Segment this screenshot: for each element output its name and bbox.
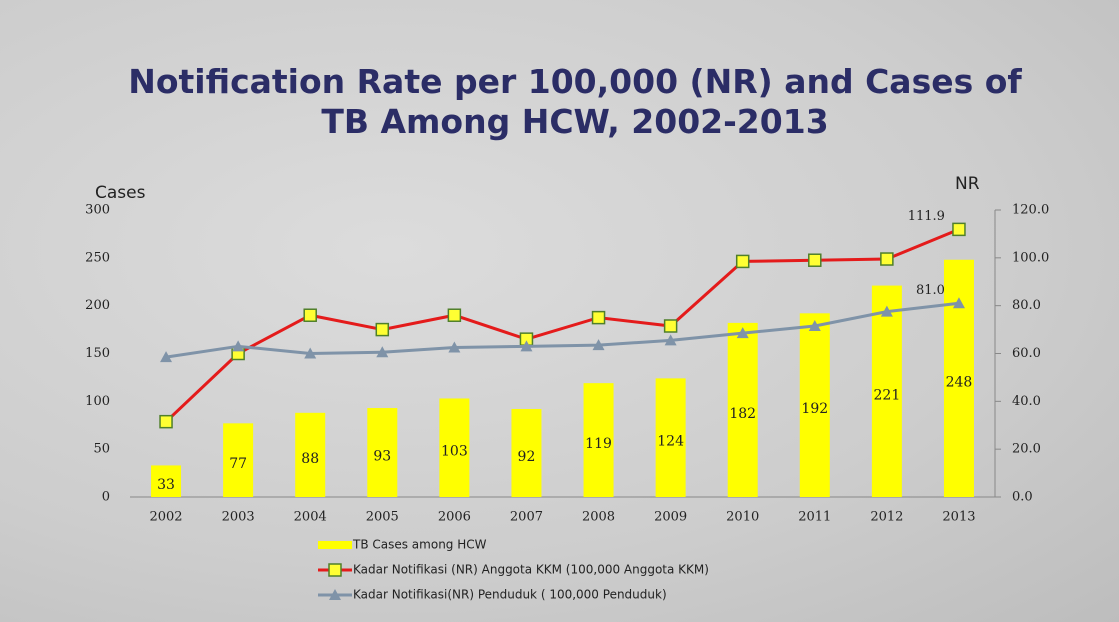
- marker: [737, 255, 749, 267]
- bar-value-label: 124: [657, 434, 684, 450]
- x-tick-label: 2012: [870, 510, 903, 525]
- x-tick-label: 2010: [726, 510, 759, 525]
- y2-axis-title: NR: [955, 174, 980, 194]
- x-tick-label: 2003: [222, 510, 255, 525]
- bar-value-label: 248: [946, 374, 973, 390]
- marker: [953, 223, 965, 235]
- y2-tick-label: 20.0: [1012, 442, 1041, 457]
- point-value-label: 111.9: [908, 209, 945, 224]
- marker: [448, 309, 460, 321]
- y2-tick-label: 120.0: [1012, 203, 1049, 218]
- slide: Notification Rate per 100,000 (NR) and C…: [0, 0, 1119, 622]
- x-tick-label: 2004: [294, 510, 327, 525]
- x-tick-label: 2005: [366, 510, 399, 525]
- y2-tick-label: 60.0: [1012, 346, 1041, 361]
- marker: [881, 253, 893, 265]
- x-tick-label: 2009: [654, 510, 687, 525]
- x-tick-label: 2013: [942, 510, 975, 525]
- y-tick-label: 150: [85, 346, 110, 361]
- legend-label: TB Cases among HCW: [352, 538, 487, 552]
- y-tick-label: 250: [85, 250, 110, 265]
- marker: [304, 309, 316, 321]
- bar-value-label: 93: [373, 449, 391, 465]
- y2-tick-label: 100.0: [1012, 250, 1049, 265]
- line: [166, 229, 959, 421]
- bar-value-label: 33: [157, 477, 175, 493]
- y2-tick-label: 0.0: [1012, 490, 1033, 505]
- bar-value-label: 192: [801, 401, 828, 417]
- bar-value-label: 103: [441, 444, 468, 460]
- y2-tick-label: 80.0: [1012, 298, 1041, 313]
- x-tick-label: 2007: [510, 510, 543, 525]
- y2-tick-label: 40.0: [1012, 394, 1041, 409]
- point-value-label: 81.0: [916, 283, 945, 298]
- chart: Cases NR 0 50 100 150 200 250 300 0.0 20.0 40.0 60…: [0, 0, 1119, 622]
- y-tick-label: 300: [85, 203, 110, 218]
- bar-value-label: 92: [518, 449, 536, 465]
- bar-value-label: 221: [874, 387, 901, 403]
- marker: [376, 324, 388, 336]
- legend-label: Kadar Notifikasi (NR) Anggota KKM (100,0…: [353, 563, 709, 577]
- x-tick-label: 2002: [149, 510, 182, 525]
- marker: [593, 312, 605, 324]
- bar-value-label: 88: [301, 451, 319, 467]
- bar-value-label: 182: [729, 406, 756, 422]
- marker: [809, 254, 821, 266]
- marker: [665, 320, 677, 332]
- x-tick-label: 2006: [438, 510, 471, 525]
- legend-swatch: [318, 541, 352, 549]
- x-tick-label: 2011: [798, 510, 831, 525]
- x-tick-label: 2008: [582, 510, 615, 525]
- y-tick-label: 200: [85, 298, 110, 313]
- y-tick-label: 0: [102, 490, 110, 505]
- y-tick-label: 100: [85, 394, 110, 409]
- legend-marker: [329, 564, 341, 576]
- y-axis-title: Cases: [95, 183, 146, 203]
- bar-value-label: 77: [229, 456, 247, 472]
- legend-label: Kadar Notifikasi(NR) Penduduk ( 100,000 …: [353, 588, 667, 602]
- marker: [160, 416, 172, 428]
- bar-value-label: 119: [585, 436, 612, 452]
- y-tick-label: 50: [93, 442, 110, 457]
